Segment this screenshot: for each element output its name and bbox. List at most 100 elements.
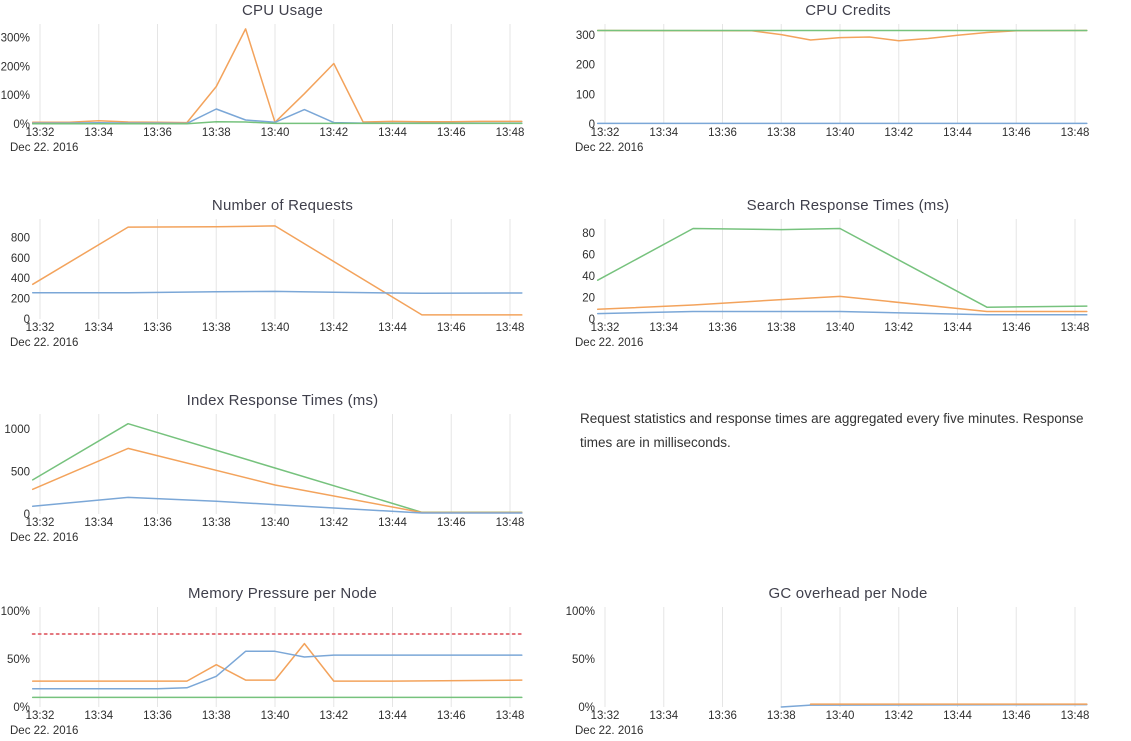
x-tick-label: 13:44 — [378, 127, 407, 139]
y-tick-label: 500 — [11, 466, 30, 478]
y-tick-label: 1000 — [4, 424, 30, 436]
chart-cpu-usage: CPU Usage 13:32 13:34 13:36 13:38 13:40 13:42… — [0, 0, 565, 195]
y-tick-label: 300 — [576, 30, 595, 42]
x-tick-label: 13:46 — [1002, 710, 1031, 722]
aggregation-note: Request statistics and response times ar… — [565, 390, 1131, 583]
x-tick-label: 13:38 — [202, 710, 231, 722]
index-response-times-plot: 13:32 13:34 13:36 13:38 13:40 13:42 13:44 13:46… — [4, 414, 524, 544]
x-tick-label: 13:32 — [591, 322, 620, 334]
x-tick-label: 13:36 — [708, 322, 737, 334]
y-tick-label: 100 — [576, 89, 595, 101]
x-tick-label: 13:38 — [202, 322, 231, 334]
x-tick-label: 13:32 — [26, 517, 55, 529]
y-tick-label: 60 — [582, 249, 595, 261]
x-tick-label: 13:36 — [143, 710, 172, 722]
x-tick-label: 13:42 — [319, 127, 348, 139]
memory-pressure-plot: 13:32 13:34 13:36 13:38 13:40 13:42 13:44 13:46… — [1, 606, 525, 737]
chart-title-search-response-times: Search Response Times (ms) — [746, 197, 950, 214]
x-tick-label: 13:48 — [1061, 127, 1090, 139]
x-tick-label: 13:36 — [143, 322, 172, 334]
x-axis-date-label: Dec 22. 2016 — [575, 725, 643, 737]
x-tick-label: 13:32 — [26, 710, 55, 722]
x-tick-label: 13:38 — [767, 322, 796, 334]
series-line-instance-orange — [31, 28, 523, 124]
x-tick-label: 13:32 — [26, 322, 55, 334]
x-tick-label: 13:36 — [708, 710, 737, 722]
y-tick-label: 50% — [7, 654, 30, 666]
x-tick-label: 13:36 — [143, 127, 172, 139]
x-tick-label: 13:44 — [378, 517, 407, 529]
x-tick-label: 13:40 — [826, 710, 855, 722]
number-of-requests-plot: 13:32 13:34 13:36 13:38 13:40 13:42 13:44 13:46… — [10, 219, 525, 349]
x-axis-date-label: Dec 22. 2016 — [10, 142, 78, 154]
y-tick-label: 0 — [589, 314, 595, 326]
x-tick-label: 13:32 — [591, 710, 620, 722]
chart-title-index-response-times: Index Response Times (ms) — [186, 392, 379, 409]
y-tick-label: 300% — [1, 33, 30, 45]
x-tick-label: 13:48 — [496, 710, 525, 722]
y-tick-label: 50% — [572, 654, 595, 666]
x-tick-label: 13:34 — [649, 322, 678, 334]
x-tick-label: 13:34 — [649, 710, 678, 722]
y-tick-label: 80 — [582, 228, 595, 240]
x-tick-label: 13:42 — [319, 517, 348, 529]
y-tick-label: 0 — [24, 314, 30, 326]
chart-index-response-times: Index Response Times (ms) 13:32 13:34 13:3… — [0, 390, 565, 583]
x-tick-label: 13:40 — [261, 710, 290, 722]
x-tick-label: 13:40 — [826, 322, 855, 334]
chart-memory-pressure-per-node: Memory Pressure per Node 13:32 13:34 13:36… — [0, 583, 565, 741]
x-tick-label: 13:38 — [202, 127, 231, 139]
y-tick-label: 800 — [11, 232, 30, 244]
y-tick-label: 0% — [13, 702, 30, 714]
aggregation-note-text: Request statistics and response times ar… — [580, 411, 1084, 450]
search-response-times-plot: 13:32 13:34 13:36 13:38 13:40 13:42 13:44 13:46… — [575, 219, 1090, 349]
x-tick-label: 13:42 — [319, 710, 348, 722]
y-tick-label: 0 — [589, 119, 595, 131]
x-tick-label: 13:46 — [437, 710, 466, 722]
x-tick-label: 13:34 — [84, 710, 113, 722]
series-line-instance-green — [31, 120, 523, 125]
x-tick-label: 13:48 — [496, 322, 525, 334]
x-axis-date-label: Dec 22. 2016 — [10, 725, 78, 737]
x-tick-label: 13:34 — [84, 517, 113, 529]
x-tick-label: 13:38 — [767, 710, 796, 722]
series-line-index-blue — [31, 496, 523, 514]
gc-overhead-plot: 13:32 13:34 13:36 13:38 13:40 13:42 13:44 13:46… — [566, 606, 1090, 737]
series-line-requests-blue — [31, 290, 523, 295]
x-tick-label: 13:40 — [261, 517, 290, 529]
x-tick-label: 13:44 — [943, 127, 972, 139]
series-line-index-orange — [31, 447, 523, 514]
chart-title-number-of-requests: Number of Requests — [211, 197, 354, 214]
x-tick-label: 13:42 — [884, 322, 913, 334]
x-tick-label: 13:46 — [437, 517, 466, 529]
x-tick-label: 13:34 — [84, 127, 113, 139]
x-tick-label: 13:46 — [1002, 322, 1031, 334]
series-line-instance-orange — [596, 29, 1088, 42]
chart-search-response-times: Search Response Times (ms) 13:32 13:34 13:… — [565, 195, 1131, 390]
x-tick-label: 13:48 — [496, 127, 525, 139]
y-tick-label: 100% — [1, 606, 30, 618]
y-tick-label: 0 — [24, 509, 30, 521]
chart-number-of-requests: Number of Requests 13:32 13:34 13:36 13:38 1… — [0, 195, 565, 390]
x-tick-label: 13:36 — [708, 127, 737, 139]
x-tick-label: 13:38 — [767, 127, 796, 139]
y-tick-label: 400 — [11, 273, 30, 285]
x-tick-label: 13:32 — [591, 127, 620, 139]
cpu-credits-plot: 13:32 13:34 13:36 13:38 13:40 13:42 13:44 13:46… — [575, 24, 1090, 154]
x-tick-label: 13:48 — [1061, 322, 1090, 334]
series-line-search-orange — [596, 295, 1088, 313]
series-line-node-orange — [31, 642, 523, 682]
y-tick-label: 200% — [1, 61, 30, 73]
chart-title-gc-overhead: GC overhead per Node — [768, 585, 928, 602]
y-tick-label: 100% — [566, 606, 595, 618]
series-line-search-blue — [596, 310, 1088, 316]
chart-gc-overhead-per-node: GC overhead per Node 13:32 13:34 13:36 13:3… — [565, 583, 1131, 741]
x-tick-label: 13:46 — [437, 322, 466, 334]
chart-title-cpu-usage: CPU Usage — [242, 2, 323, 19]
cpu-usage-plot: 13:32 13:34 13:36 13:38 13:40 13:42 13:44 13:46… — [1, 24, 525, 154]
x-tick-label: 13:42 — [319, 322, 348, 334]
x-tick-label: 13:34 — [649, 127, 678, 139]
x-tick-label: 13:42 — [884, 710, 913, 722]
x-axis-date-label: Dec 22. 2016 — [575, 142, 643, 154]
